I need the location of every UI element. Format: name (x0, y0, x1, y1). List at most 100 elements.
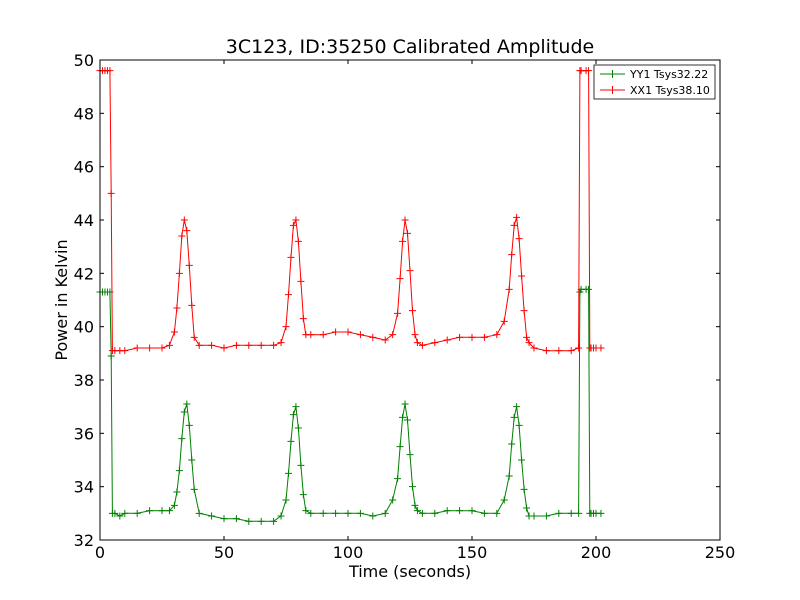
data-point (555, 347, 563, 355)
data-point (292, 403, 300, 411)
data-point (277, 512, 285, 520)
data-point (480, 333, 488, 341)
data-point (356, 509, 364, 517)
data-point (175, 467, 183, 475)
data-point (180, 408, 188, 416)
data-point (515, 421, 523, 429)
data-point (165, 341, 173, 349)
data-point (401, 400, 409, 408)
data-point (257, 341, 265, 349)
data-point (344, 509, 352, 517)
data-point (245, 341, 253, 349)
data-point (107, 189, 115, 197)
data-point (542, 512, 550, 520)
data-point (399, 413, 407, 421)
data-point (297, 461, 305, 469)
y-tick-label: 32 (74, 531, 94, 550)
x-tick-label: 200 (581, 543, 612, 562)
data-point (510, 221, 518, 229)
data-point (107, 352, 115, 360)
data-point (344, 328, 352, 336)
data-point (575, 509, 583, 517)
data-point (232, 341, 240, 349)
data-point (468, 333, 476, 341)
data-point (394, 475, 402, 483)
data-point (289, 411, 297, 419)
data-point (505, 472, 513, 480)
y-tick-label: 42 (74, 264, 94, 283)
data-point (208, 512, 216, 520)
data-point (597, 509, 605, 517)
data-point (413, 507, 421, 515)
plot-frame (99, 59, 721, 541)
data-point (178, 435, 186, 443)
y-tick-label: 46 (74, 158, 94, 177)
y-tick-label: 40 (74, 318, 94, 337)
data-point (270, 341, 278, 349)
data-point (401, 216, 409, 224)
data-point (530, 512, 538, 520)
data-point (319, 331, 327, 339)
data-point (567, 509, 575, 517)
data-point (567, 347, 575, 355)
data-point (394, 309, 402, 317)
series-line (100, 70, 601, 352)
data-point (158, 344, 166, 352)
data-point (585, 285, 593, 293)
data-point (585, 67, 593, 75)
data-point (418, 341, 426, 349)
series-0 (96, 285, 605, 525)
data-point (530, 344, 538, 352)
data-point (158, 507, 166, 515)
data-point (190, 485, 198, 493)
data-point (220, 344, 228, 352)
data-point (270, 517, 278, 525)
data-point (493, 331, 501, 339)
legend-box (593, 64, 716, 100)
data-point (133, 509, 141, 517)
data-point (185, 261, 193, 269)
data-point (282, 323, 290, 331)
y-tick-label: 38 (74, 371, 94, 390)
data-point (431, 339, 439, 347)
data-point (294, 237, 302, 245)
x-tick-label: 250 (705, 543, 736, 562)
data-point (297, 277, 305, 285)
data-point (183, 400, 191, 408)
data-point (381, 336, 389, 344)
data-point (173, 488, 181, 496)
data-point (369, 333, 377, 341)
data-point (146, 507, 154, 515)
legend-label-yy1: YY1 Tsys32.22 (629, 68, 708, 81)
data-point (523, 333, 531, 341)
data-point (542, 347, 550, 355)
x-axis-title: Time (seconds) (348, 562, 471, 581)
data-point (431, 509, 439, 517)
x-tick-label: 100 (333, 543, 364, 562)
data-point (513, 213, 521, 221)
data-point (332, 509, 340, 517)
data-point (520, 307, 528, 315)
data-point (284, 291, 292, 299)
data-point (287, 253, 295, 261)
data-point (170, 328, 178, 336)
y-tick-label: 50 (74, 51, 94, 70)
plot-area (96, 67, 605, 525)
data-point (456, 507, 464, 515)
axis-ticks: 0 50 100 150 200 250 32 34 36 38 40 42 44 46 48 50 (74, 51, 736, 562)
data-point (284, 469, 292, 477)
data-point (369, 512, 377, 520)
data-point (575, 344, 583, 352)
data-point (170, 501, 178, 509)
data-point (513, 403, 521, 411)
data-point (332, 328, 340, 336)
data-point (523, 504, 531, 512)
data-point (245, 517, 253, 525)
y-tick-label: 34 (74, 478, 94, 497)
data-point (406, 267, 414, 275)
data-point (408, 307, 416, 315)
data-point (518, 272, 526, 280)
data-point (408, 483, 416, 491)
data-point (500, 496, 508, 504)
